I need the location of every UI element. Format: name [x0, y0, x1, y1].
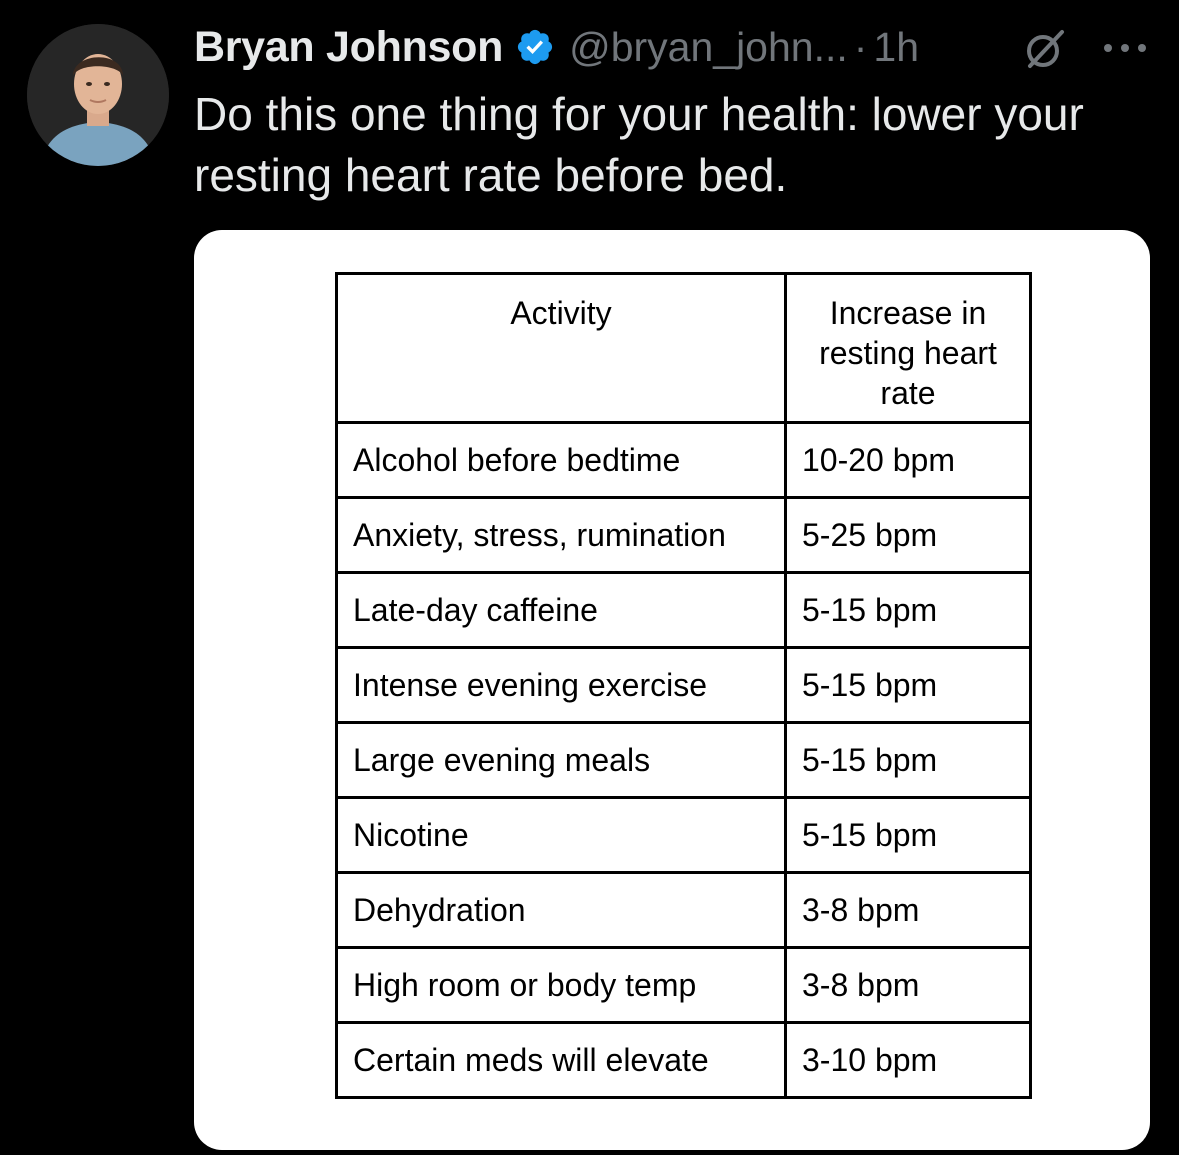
more-icon[interactable] — [1100, 40, 1150, 56]
table-row: High room or body temp 3-8 bpm — [335, 946, 1032, 1024]
table-row: Nicotine 5-15 bpm — [335, 796, 1032, 874]
table-header-row: Activity Increase in resting heart rate — [335, 272, 1032, 424]
timestamp[interactable]: 1h — [873, 23, 920, 70]
increase-cell: 3-10 bpm — [784, 1021, 1032, 1099]
separator-dot: · — [853, 23, 868, 70]
header-activity: Activity — [335, 272, 787, 424]
avatar-photo — [27, 24, 169, 166]
heart-rate-table: Activity Increase in resting heart rate … — [335, 272, 1032, 1099]
header-increase: Increase in resting heart rate — [784, 272, 1032, 424]
media-image[interactable]: Activity Increase in resting heart rate … — [194, 230, 1150, 1150]
tweet-text: Do this one thing for your health: lower… — [194, 88, 1084, 201]
increase-cell: 3-8 bpm — [784, 871, 1032, 949]
increase-cell: 3-8 bpm — [784, 946, 1032, 1024]
activity-cell: Dehydration — [335, 871, 787, 949]
increase-cell: 10-20 bpm — [784, 421, 1032, 499]
grok-icon[interactable] — [1022, 26, 1068, 72]
verified-badge-icon — [518, 29, 553, 65]
author-handle[interactable]: @bryan_john... — [569, 23, 848, 70]
activity-cell: Nicotine — [335, 796, 787, 874]
tweet-header: Bryan Johnson @bryan_john... · 1h — [194, 18, 1154, 76]
activity-cell: Alcohol before bedtime — [335, 421, 787, 499]
increase-cell: 5-15 bpm — [784, 721, 1032, 799]
increase-cell: 5-15 bpm — [784, 646, 1032, 724]
author-name[interactable]: Bryan Johnson — [194, 22, 504, 71]
table-row: Alcohol before bedtime 10-20 bpm — [335, 421, 1032, 499]
activity-cell: Late-day caffeine — [335, 571, 787, 649]
increase-cell: 5-15 bpm — [784, 571, 1032, 649]
table-row: Certain meds will elevate 3-10 bpm — [335, 1021, 1032, 1099]
increase-cell: 5-15 bpm — [784, 796, 1032, 874]
activity-cell: Certain meds will elevate — [335, 1021, 787, 1099]
table-row: Anxiety, stress, rumination 5-25 bpm — [335, 496, 1032, 574]
increase-cell: 5-25 bpm — [784, 496, 1032, 574]
table-row: Dehydration 3-8 bpm — [335, 871, 1032, 949]
activity-cell: High room or body temp — [335, 946, 787, 1024]
table-row: Large evening meals 5-15 bpm — [335, 721, 1032, 799]
table-row: Intense evening exercise 5-15 bpm — [335, 646, 1032, 724]
table-row: Late-day caffeine 5-15 bpm — [335, 571, 1032, 649]
activity-cell: Anxiety, stress, rumination — [335, 496, 787, 574]
avatar[interactable] — [27, 24, 169, 166]
activity-cell: Intense evening exercise — [335, 646, 787, 724]
activity-cell: Large evening meals — [335, 721, 787, 799]
